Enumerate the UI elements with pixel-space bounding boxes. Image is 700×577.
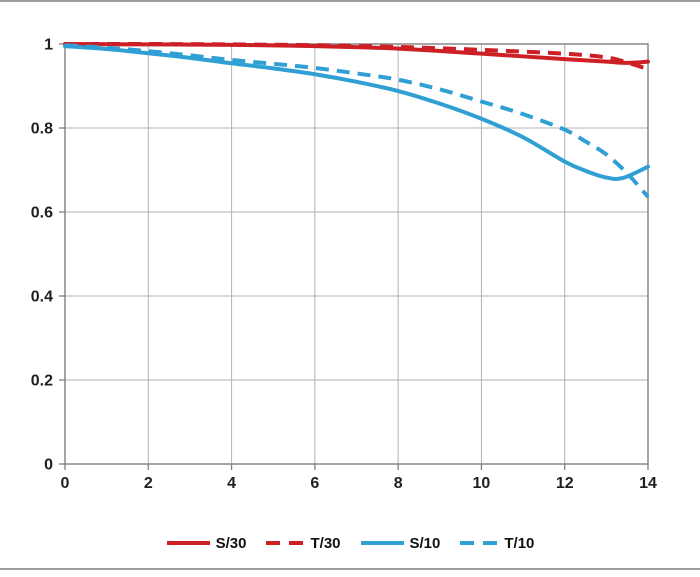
y-tick-label: 0.2 bbox=[31, 373, 53, 390]
y-tick-label: 0.8 bbox=[31, 121, 53, 138]
x-tick-label: 12 bbox=[556, 475, 574, 492]
legend-swatch-dashed-red-line bbox=[266, 541, 306, 545]
y-tick-label: 1 bbox=[44, 37, 53, 54]
bottom-rule bbox=[0, 568, 700, 570]
y-tick-label: 0.6 bbox=[31, 205, 53, 222]
legend-swatch-solid-blue-line bbox=[360, 541, 404, 545]
x-tick-label: 10 bbox=[473, 475, 491, 492]
legend-label-t30: T/30 bbox=[310, 534, 341, 552]
series-line-s10 bbox=[63, 44, 650, 181]
top-rule bbox=[0, 0, 700, 2]
y-tick-label: 0 bbox=[44, 457, 53, 474]
x-tick-label: 14 bbox=[639, 475, 657, 492]
legend-item-t30: T/30 bbox=[265, 534, 341, 552]
x-tick-label: 6 bbox=[310, 475, 319, 492]
legend-label-t10: T/10 bbox=[504, 534, 535, 552]
plot-border bbox=[64, 43, 649, 465]
legend-label-s30: S/30 bbox=[215, 534, 247, 552]
x-tick-label: 0 bbox=[61, 475, 70, 492]
x-tick-label: 8 bbox=[394, 475, 403, 492]
legend-item-t10: T/10 bbox=[459, 535, 534, 552]
series-line-t10 bbox=[64, 43, 650, 199]
legend-item-s30: S/30 bbox=[166, 534, 247, 552]
y-tick-label: 0.4 bbox=[31, 289, 53, 306]
legend-swatch-dashed-blue-line bbox=[460, 541, 500, 545]
series-line-t30 bbox=[64, 41, 649, 72]
chart-legend: S/30 T/30 S/10 T/10 bbox=[0, 531, 700, 555]
legend-item-s10: S/10 bbox=[360, 534, 441, 552]
x-tick-label: 2 bbox=[144, 475, 153, 492]
mtf-chart-canvas: 00.20.40.60.810 2 4 6 8 10 12 14 bbox=[31, 37, 657, 493]
x-tick-label: 4 bbox=[227, 475, 236, 492]
legend-label-s10: S/10 bbox=[409, 534, 441, 552]
legend-swatch-solid-red-line bbox=[166, 541, 210, 545]
